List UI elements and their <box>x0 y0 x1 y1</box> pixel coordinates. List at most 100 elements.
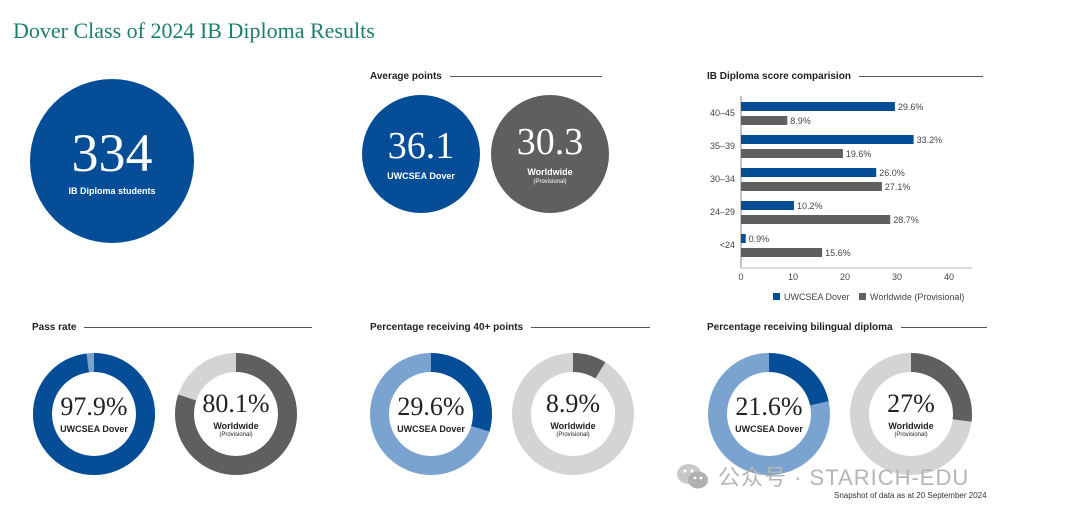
x-tick-label: 10 <box>788 272 798 282</box>
bilingual-dover-donut: 21.6% UWCSEA Dover <box>708 353 830 475</box>
chart-heading: IB Diploma score comparision <box>707 71 983 82</box>
donut-segment <box>850 353 972 475</box>
donut-value: 8.9% <box>545 388 601 418</box>
donut-segment <box>175 353 297 475</box>
donut-segment <box>33 353 155 475</box>
forty-plus-heading: Percentage receiving 40+ points <box>370 322 650 333</box>
donut-center: 80.1% Worldwide (Provisional) <box>175 353 297 475</box>
chart-title: IB Diploma score comparision <box>707 71 851 82</box>
bar <box>741 149 843 158</box>
data-label: 29.6% <box>898 102 924 112</box>
data-label: 15.6% <box>825 248 851 258</box>
donut-note: (Provisional) <box>556 431 590 438</box>
watermark-text: 公众号 · STARICH-EDU <box>718 465 970 490</box>
data-label: 8.9% <box>790 116 811 126</box>
avg-points-heading: Average points <box>370 71 602 82</box>
donut-center: 8.9% Worldwide (Provisional) <box>512 353 634 475</box>
score-comparison-chart: 40–45 29.6% 8.9% 35–39 33.2% 19.6% 30–34 26.0% 2… <box>710 96 972 302</box>
students-label: IB Diploma students <box>68 186 156 196</box>
students-circle: 334 IB Diploma students <box>30 79 194 243</box>
wechat-icon <box>677 464 708 489</box>
donut-value: 80.1% <box>202 388 270 418</box>
donut-value: 21.6% <box>735 392 803 421</box>
legend-label: UWCSEA Dover <box>784 292 850 302</box>
donut-note: (Provisional) <box>894 431 928 438</box>
donut-ring <box>850 353 972 475</box>
y-tick-label: 30–34 <box>710 174 735 184</box>
snapshot-footnote: Snapshot of data as at 20 September 2024 <box>834 491 987 500</box>
avg-dover-circle: 36.1 UWCSEA Dover <box>362 95 480 213</box>
data-label: 19.6% <box>846 149 872 159</box>
donut-ring <box>33 353 155 475</box>
donut-segment <box>708 353 830 475</box>
donut-ring <box>175 353 297 475</box>
bar <box>741 201 795 210</box>
bar <box>741 135 914 144</box>
pass-rate-heading: Pass rate <box>32 322 312 333</box>
donut-center: 97.9% UWCSEA Dover <box>33 353 155 475</box>
avg-dover-value: 36.1 <box>387 125 455 167</box>
x-tick-label: 0 <box>738 272 743 282</box>
heading-rule <box>900 327 987 328</box>
donut-ring <box>512 353 634 475</box>
forty-plus-heading-text: Percentage receiving 40+ points <box>370 322 524 333</box>
donut-value: 97.9% <box>60 392 128 421</box>
watermark: 公众号 · STARICH-EDU <box>676 460 969 492</box>
data-label: 26.0% <box>879 168 905 178</box>
x-tick-label: 40 <box>944 272 954 282</box>
legend-swatch <box>773 293 780 300</box>
bilingual-world-donut: 27% Worldwide (Provisional) <box>850 353 972 475</box>
donut-segment <box>512 353 634 475</box>
y-tick-label: 40–45 <box>710 108 735 118</box>
bar <box>741 215 891 224</box>
donut-label: UWCSEA Dover <box>397 424 465 434</box>
heading-rule <box>858 76 983 77</box>
x-tick-label: 20 <box>840 272 850 282</box>
bar <box>741 234 746 243</box>
pass-rate-dover-donut: 97.9% UWCSEA Dover <box>33 353 155 475</box>
donut-note: (Provisional) <box>219 431 253 438</box>
donut-label: Worldwide <box>550 420 596 431</box>
avg-world-circle: 30.3 Worldwide (Provisional) <box>491 95 609 213</box>
donut-label: Worldwide <box>888 420 934 431</box>
donut-center: 21.6% UWCSEA Dover <box>708 353 830 475</box>
heading-rule <box>449 76 602 77</box>
heading-rule <box>531 327 650 328</box>
legend-label: Worldwide (Provisional) <box>870 292 964 302</box>
donut-label: UWCSEA Dover <box>735 424 803 434</box>
heading-rule <box>84 327 312 328</box>
bar <box>741 248 823 257</box>
avg-world-label: Worldwide <box>527 167 573 177</box>
data-label: 33.2% <box>917 135 943 145</box>
bar <box>741 182 882 191</box>
bilingual-heading-text: Percentage receiving bilingual diploma <box>707 322 893 333</box>
bar <box>741 168 877 177</box>
avg-world-value: 30.3 <box>516 121 584 163</box>
pass-rate-heading-text: Pass rate <box>32 322 77 333</box>
students-count: 334 <box>71 123 153 183</box>
donut-center: 27% Worldwide (Provisional) <box>850 353 972 475</box>
avg-world-note: (Provisional) <box>533 179 567 185</box>
donut-center: 29.6% UWCSEA Dover <box>370 353 492 475</box>
y-tick-label: 35–39 <box>710 141 735 151</box>
page-title: Dover Class of 2024 IB Diploma Results <box>13 18 375 43</box>
donut-label: UWCSEA Dover <box>60 424 128 434</box>
forty-plus-dover-donut: 29.6% UWCSEA Dover <box>370 353 492 475</box>
bar <box>741 116 788 125</box>
data-label: 28.7% <box>893 215 919 225</box>
legend-swatch <box>859 293 866 300</box>
bar <box>741 102 895 111</box>
forty-plus-world-donut: 8.9% Worldwide (Provisional) <box>512 353 634 475</box>
x-tick-label: 30 <box>892 272 902 282</box>
donut-ring <box>370 353 492 475</box>
data-label: 27.1% <box>885 182 911 192</box>
bilingual-heading: Percentage receiving bilingual diploma <box>707 322 987 333</box>
y-tick-label: 24–29 <box>710 207 735 217</box>
data-label: 0.9% <box>749 234 770 244</box>
avg-dover-label: UWCSEA Dover <box>387 171 455 181</box>
donut-value: 29.6% <box>397 392 465 421</box>
donut-segment <box>370 353 492 475</box>
donut-value: 27% <box>887 388 935 418</box>
y-tick-label: <24 <box>720 240 735 250</box>
pass-rate-world-donut: 80.1% Worldwide (Provisional) <box>175 353 297 475</box>
